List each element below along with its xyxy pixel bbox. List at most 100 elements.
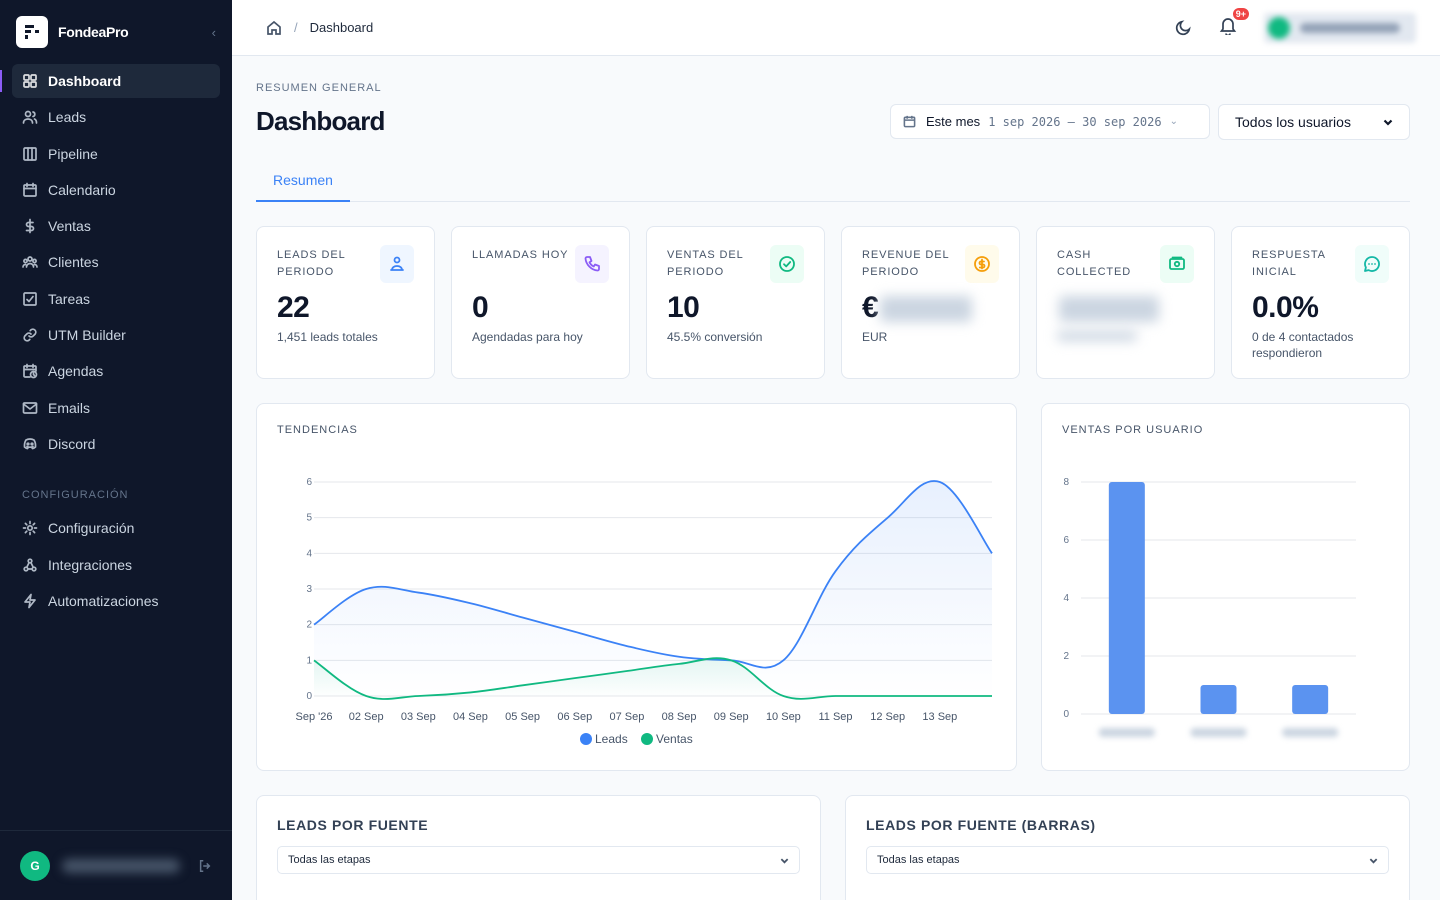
sidebar-item-calendario[interactable]: Calendario [12,173,220,207]
notifications-button[interactable]: 9+ [1218,7,1250,40]
sidebar-item-discord[interactable]: Discord [12,427,220,461]
message-icon [1364,256,1380,272]
page-eyebrow: RESUMEN GENERAL [256,82,382,94]
x-tick-label-redacted [1282,728,1339,737]
legend-swatch-ventas [641,733,653,745]
kpi-subtext: EUR [862,330,888,344]
sidebar-item-clientes[interactable]: Clientes [12,245,220,279]
sidebar-item-integraciones[interactable]: Integraciones [12,548,220,582]
kpi-label: CASH COLLECTED [1057,249,1132,278]
sidebar-item-tareas[interactable]: Tareas [12,282,220,316]
x-tick-label-redacted [1098,728,1155,737]
phone-icon [584,256,600,272]
kpi-label: VENTAS DEL PERIODO [667,249,744,278]
bar [1292,685,1329,714]
sidebar-item-dashboard[interactable]: Dashboard [0,64,220,98]
kpi-icon-wrap [965,245,999,283]
moon-icon[interactable] [1175,19,1192,36]
y-tick-label: 6 [1063,535,1069,546]
sidebar-item-label: Automatizaciones [48,592,159,609]
zap-icon [24,593,36,609]
user-network-icon [390,256,404,271]
kpi-value: 0.0% [1252,291,1319,324]
users-icon [22,110,38,125]
x-tick-label: Sep '26 [296,711,333,723]
kpi-icon-wrap [575,245,609,283]
trend-chart: 0 1 2 3 4 5 6 Sep '26 02 Sep 03 Sep 04 Sep 05 Sep 06… [296,477,993,746]
date-range-value: 1 sep 2026 – 30 sep 2026 [988,114,1162,129]
calendar-icon [23,182,37,197]
collapse-sidebar-icon[interactable]: ‹ [211,24,216,40]
sidebar-footer: G [0,830,232,900]
breadcrumb-separator: / [294,20,298,35]
sidebar-item-label: Calendario [48,181,116,198]
stage-filter-value: Todas las etapas [288,854,371,866]
kpi-subtext: 1,451 leads totales [277,330,378,344]
sidebar-item-label: Clientes [48,254,99,271]
gear-icon [22,520,38,536]
brand-logo-icon[interactable] [16,16,48,48]
kpi-subtext: 45.5% conversión [667,330,763,344]
logout-icon[interactable] [198,859,212,873]
breadcrumb-current: Dashboard [309,20,374,35]
kpi-icon-wrap [770,245,804,283]
sales-by-user-chart: 0 2 4 6 8 [1063,477,1356,737]
topbar-actions: 9+ [1175,7,1416,43]
stage-filter-select[interactable]: Todas las etapas [277,846,800,874]
link-icon [23,328,37,342]
sidebar-item-utm-builder[interactable]: UTM Builder [12,318,220,352]
series-area-leads [314,481,992,696]
tab-resumen[interactable]: Resumen [256,164,350,202]
chevron-down-icon: ⌄ [1169,116,1178,127]
date-range-picker[interactable]: Este mes 1 sep 2026 – 30 sep 2026 ⌄ [890,104,1210,139]
brand-name: FondeaPro [58,24,129,40]
sidebar-item-emails[interactable]: Emails [12,391,220,425]
series-line-ventas [313,657,992,700]
sidebar-item-label: Tareas [48,290,91,307]
user-filter-select[interactable]: Todos los usuarios [1218,104,1410,140]
y-tick-label: 2 [306,620,312,631]
kpi-value-redacted [1059,296,1159,323]
sidebar-item-label: Agendas [48,363,104,380]
webhook-icon [23,557,37,572]
page-title: Dashboard [256,106,385,136]
sidebar-nav: Dashboard Leads Pipeline Calendario Ventas Cl… [0,64,232,461]
sidebar-item-agendas[interactable]: Agendas [12,354,220,388]
kpi-subtext: 0 de 4 contactados respondieron [1252,330,1354,360]
y-tick-label: 5 [306,513,312,524]
sidebar-item-pipeline[interactable]: Pipeline [12,137,220,171]
sidebar-item-label: Pipeline [48,145,98,162]
sidebar-item-leads[interactable]: Leads [12,100,220,134]
sales-by-user-card: VENTAS POR USUARIO 0 2 4 6 8 [1041,403,1410,771]
sidebar-item-automatizaciones[interactable]: Automatizaciones [12,584,220,618]
sidebar-item-ventas[interactable]: Ventas [12,209,220,243]
y-tick-label: 0 [306,691,312,702]
chevron-down-icon [1383,119,1393,126]
home-icon[interactable] [266,20,282,36]
sidebar-item-configuraci-n[interactable]: Configuración [12,511,220,545]
sales-by-user-title: VENTAS POR USUARIO [1062,424,1204,436]
dollar-icon [25,218,35,234]
user-menu-redacted[interactable] [1264,12,1416,43]
sidebar-item-label: Configuración [48,520,135,537]
trend-chart-title: TENDENCIAS [277,424,358,436]
x-tick-label: 07 Sep [609,711,644,723]
kpi-value: 10 [667,291,700,324]
kpi-card: VENTAS DEL PERIODO 10 45.5% conversión [646,226,825,379]
kpi-icon-wrap [1160,245,1194,283]
avatar[interactable]: G [20,850,50,881]
chevron-down-icon [780,858,789,864]
x-tick-label: 11 Sep [819,711,853,723]
leads-by-source-bars-title: LEADS POR FUENTE (BARRAS) [866,817,1096,833]
kpi-icon-wrap [380,245,414,283]
kpi-value [1057,291,1159,325]
stage-filter-select-bars[interactable]: Todas las etapas [866,846,1389,874]
calendar-icon [903,115,916,128]
kpi-card: REVENUE DEL PERIODO € EUR [841,226,1020,379]
y-tick-label: 8 [1063,477,1069,488]
sidebar-item-label: Leads [48,109,87,126]
kpi-card: RESPUESTA INICIAL 0.0% 0 de 4 contactados … [1231,226,1410,379]
kpi-card: LEADS DEL PERIODO 22 1,451 leads totales [256,226,435,379]
bar [1200,685,1237,714]
x-tick-label: 10 Sep [766,711,801,723]
